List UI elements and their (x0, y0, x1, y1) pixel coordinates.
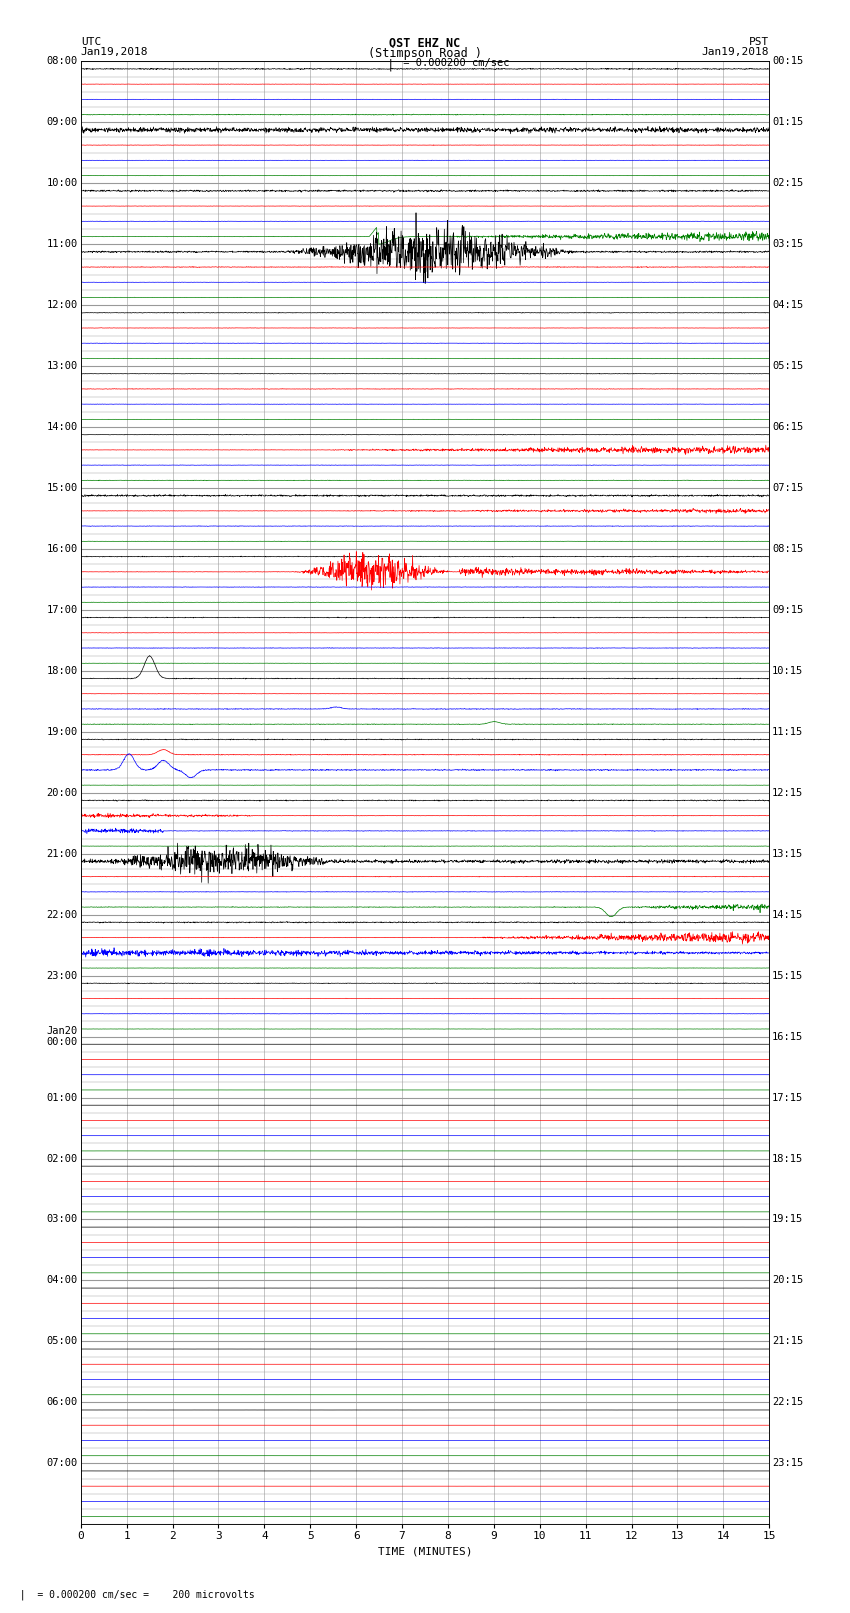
X-axis label: TIME (MINUTES): TIME (MINUTES) (377, 1547, 473, 1557)
Text: Jan19,2018: Jan19,2018 (702, 47, 769, 56)
Text: UTC: UTC (81, 37, 101, 47)
Text: PST: PST (749, 37, 769, 47)
Text: = 0.000200 cm/sec: = 0.000200 cm/sec (397, 58, 509, 68)
Text: OST EHZ NC: OST EHZ NC (389, 37, 461, 50)
Text: (Stimpson Road ): (Stimpson Road ) (368, 47, 482, 60)
Text: |  = 0.000200 cm/sec =    200 microvolts: | = 0.000200 cm/sec = 200 microvolts (8, 1589, 255, 1600)
Text: Jan19,2018: Jan19,2018 (81, 47, 148, 56)
Text: |: | (387, 58, 394, 71)
